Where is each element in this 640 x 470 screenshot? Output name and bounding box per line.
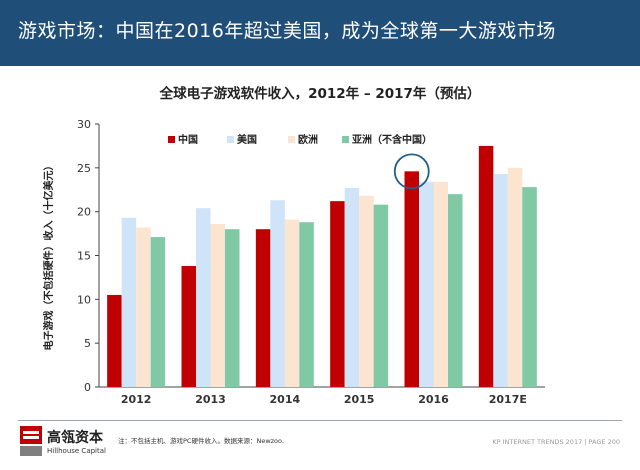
slide-header: 游戏市场：中国在2016年超过美国，成为全球第一大游戏市场 [0, 0, 640, 66]
y-tick-label: 5 [84, 337, 91, 350]
x-tick-label: 2015 [344, 393, 375, 406]
footer-divider [18, 420, 622, 421]
x-tick-label: 2017E [489, 393, 527, 406]
bar [181, 266, 196, 387]
x-tick-label: 2014 [270, 393, 301, 406]
y-tick-label: 0 [84, 381, 91, 394]
bar [299, 222, 314, 387]
bar [344, 187, 360, 387]
y-tick-label: 20 [77, 206, 91, 219]
x-tick-label: 2016 [418, 393, 449, 406]
bar [330, 201, 345, 387]
brand-name-cn: 高瓴资本 [47, 430, 103, 446]
bar [210, 223, 225, 387]
bar [270, 200, 285, 387]
bar [225, 229, 240, 387]
bar [255, 229, 271, 387]
bar [107, 294, 122, 387]
bar [493, 173, 508, 387]
legend-label: 美国 [237, 133, 257, 146]
x-tick-label: 2012 [121, 393, 152, 406]
bar [433, 181, 448, 387]
bar [136, 227, 151, 387]
x-tick-label: 2013 [195, 393, 226, 406]
bar [404, 171, 419, 387]
y-tick-label: 15 [77, 250, 91, 263]
bar [284, 219, 300, 387]
chart-title: 全球电子游戏软件收入，2012年 – 2017年（预估） [159, 86, 481, 102]
legend-swatch [288, 136, 295, 143]
bar [359, 195, 374, 387]
brand-name-en: Hillhouse Capital [47, 447, 106, 455]
page-reference: KP INTERNET TRENDS 2017 | PAGE 200 [492, 438, 620, 446]
legend-swatch [168, 136, 175, 143]
bar [507, 167, 523, 387]
legend-label: 欧洲 [298, 133, 318, 146]
bar [196, 208, 211, 387]
bar [522, 187, 537, 387]
legend-swatch [342, 136, 349, 143]
legend-label: 亚洲（不含中国） [352, 133, 432, 146]
y-tick-label: 25 [77, 162, 91, 175]
bar [448, 194, 463, 387]
legend-label: 中国 [178, 133, 198, 146]
bar [121, 217, 137, 387]
footnote: 注：不包括主机、游戏PC硬件收入。数据来源：Newzoo. [118, 437, 284, 445]
hillhouse-logo-icon [20, 426, 42, 456]
highlight-circle [393, 153, 430, 190]
slide-title: 游戏市场：中国在2016年超过美国，成为全球第一大游戏市场 [18, 20, 556, 42]
y-tick-label: 10 [77, 293, 91, 306]
y-axis-label: 电子游戏（不包括硬件）收入（十亿美元） [42, 161, 55, 351]
bar [373, 204, 389, 387]
bar [150, 237, 166, 387]
bar-chart: 0 5 10 15 20 25 30 电子游戏（不包括硬件）收入（十亿美元） 2012 2013 2… [42, 118, 545, 406]
bar [478, 145, 494, 387]
y-tick-label: 30 [77, 118, 91, 131]
bar [419, 181, 434, 387]
legend-swatch [227, 136, 234, 143]
